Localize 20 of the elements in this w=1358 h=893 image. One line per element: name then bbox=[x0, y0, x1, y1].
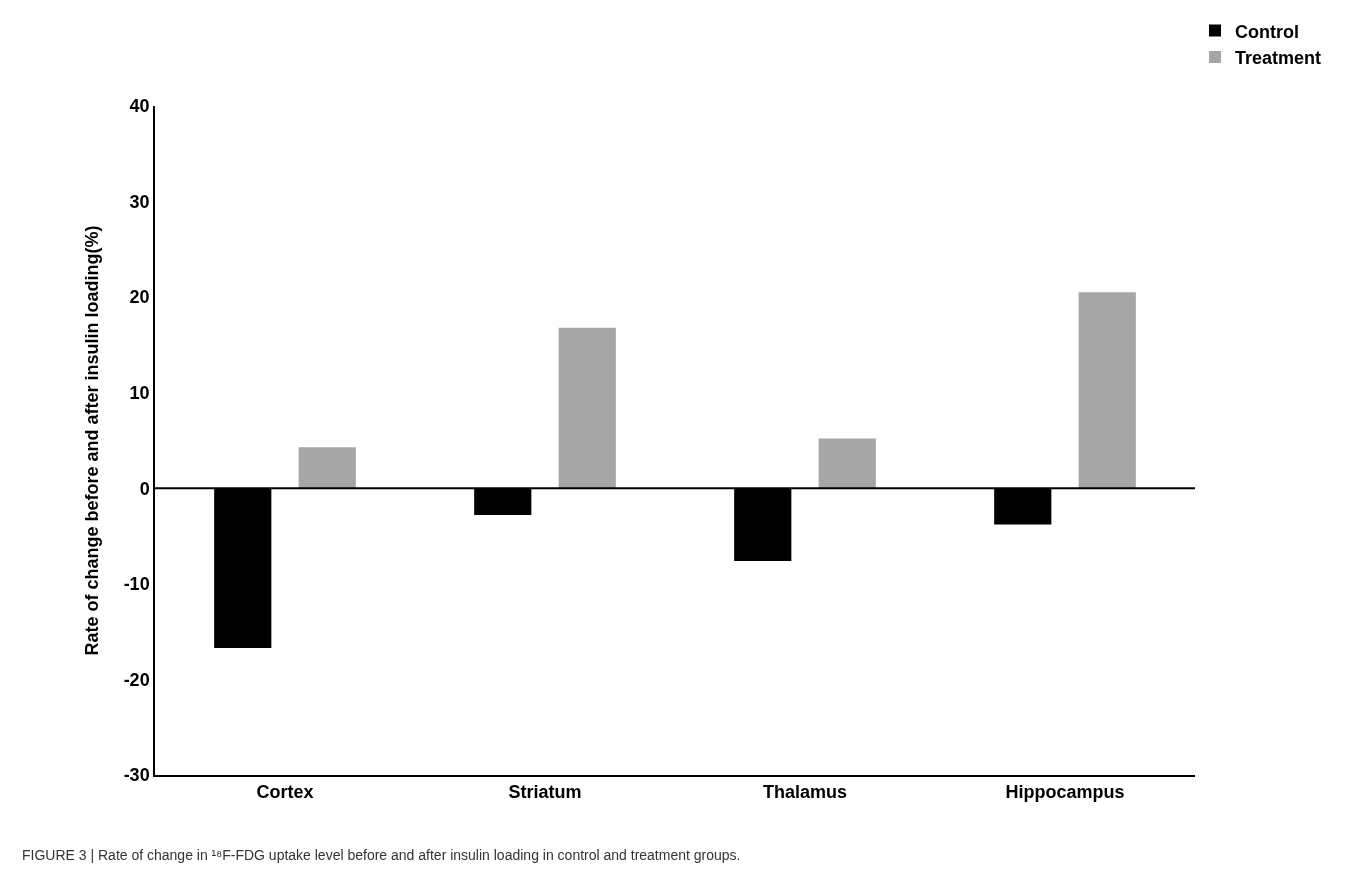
bar bbox=[298, 447, 356, 489]
x-tick-label: Cortex bbox=[256, 782, 314, 803]
y-axis-title: Rate of change before and after insulin loading(%) bbox=[82, 225, 103, 656]
y-tick-label: -30 bbox=[123, 765, 150, 786]
x-tick-label: Hippocampus bbox=[1005, 782, 1125, 803]
legend-label: Control bbox=[1235, 21, 1299, 42]
y-tick-label: 10 bbox=[129, 383, 150, 404]
y-tick-label: -10 bbox=[123, 574, 150, 595]
y-tick-label: 0 bbox=[139, 478, 150, 499]
bar bbox=[1078, 292, 1136, 489]
y-tick-label: -20 bbox=[123, 669, 150, 690]
x-tick-label: Thalamus bbox=[762, 782, 848, 803]
bar bbox=[818, 438, 876, 489]
caption: FIGURE 3 | Rate of change in ¹⁸F-FDG uptake level before and after insulin loading in control and treatment groups. bbox=[22, 847, 741, 863]
y-tick-label: 30 bbox=[129, 191, 150, 212]
bar bbox=[558, 327, 616, 489]
y-tick-label: 20 bbox=[129, 287, 150, 308]
y-tick-label: 40 bbox=[129, 96, 150, 117]
x-tick-label: Striatum bbox=[508, 782, 582, 803]
legend-label: Treatment bbox=[1235, 47, 1322, 68]
